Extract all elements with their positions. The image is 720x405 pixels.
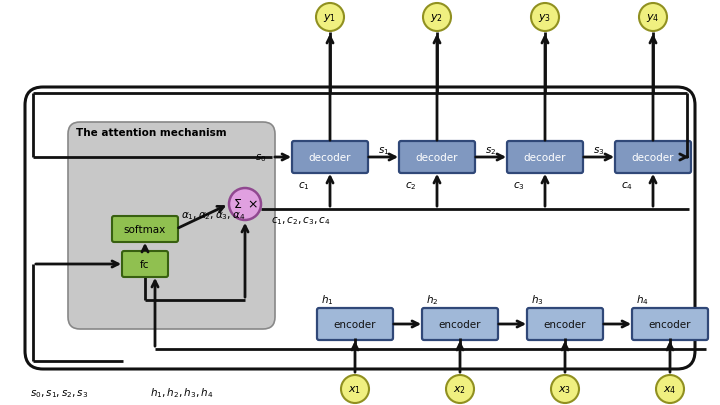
Circle shape [656,375,684,403]
Text: encoder: encoder [544,319,586,329]
Circle shape [639,4,667,32]
Circle shape [341,375,369,403]
Text: decoder: decoder [631,153,674,162]
FancyBboxPatch shape [25,88,695,369]
Text: $c_4$: $c_4$ [621,179,633,191]
Text: $s_2$: $s_2$ [485,145,497,157]
FancyBboxPatch shape [292,142,368,174]
Text: decoder: decoder [523,153,566,162]
Text: encoder: encoder [334,319,377,329]
Text: decoder: decoder [309,153,351,162]
Text: $x_4$: $x_4$ [663,383,677,395]
Circle shape [446,375,474,403]
FancyBboxPatch shape [399,142,475,174]
FancyBboxPatch shape [122,252,168,277]
FancyBboxPatch shape [112,216,178,243]
Circle shape [531,4,559,32]
Text: $y_2$: $y_2$ [431,12,444,24]
FancyBboxPatch shape [527,308,603,340]
Text: $h_3$: $h_3$ [531,292,544,306]
Text: $s_0, s_1, s_2, s_3$: $s_0, s_1, s_2, s_3$ [30,387,89,399]
Text: encoder: encoder [649,319,691,329]
Circle shape [551,375,579,403]
Text: $c_1, c_2, c_3, c_4$: $c_1, c_2, c_3, c_4$ [271,215,330,226]
Text: softmax: softmax [124,224,166,234]
Text: $y_3$: $y_3$ [539,12,552,24]
FancyBboxPatch shape [507,142,583,174]
Text: $s_1$: $s_1$ [378,145,390,157]
FancyBboxPatch shape [68,123,275,329]
Text: $s_3$: $s_3$ [593,145,605,157]
Text: encoder: encoder [438,319,481,329]
FancyBboxPatch shape [632,308,708,340]
Text: $x_1$: $x_1$ [348,383,361,395]
Text: $c_1$: $c_1$ [298,179,310,191]
Text: $h_2$: $h_2$ [426,292,438,306]
Text: $\Sigma$: $\Sigma$ [233,198,243,211]
FancyBboxPatch shape [422,308,498,340]
Text: $c_3$: $c_3$ [513,179,525,191]
Text: $x_2$: $x_2$ [454,383,467,395]
Text: $h_4$: $h_4$ [636,292,649,306]
Circle shape [316,4,344,32]
Text: $\alpha_1, \alpha_2, \alpha_3, \alpha_4$: $\alpha_1, \alpha_2, \alpha_3, \alpha_4$ [181,210,246,222]
Text: $\times$: $\times$ [247,198,257,211]
Circle shape [423,4,451,32]
Text: $h_1, h_2, h_3, h_4$: $h_1, h_2, h_3, h_4$ [150,385,213,399]
Text: fc: fc [140,259,150,269]
Circle shape [229,189,261,220]
Text: $h_1$: $h_1$ [321,292,333,306]
Text: The attention mechanism: The attention mechanism [76,128,227,138]
Text: $c_2$: $c_2$ [405,179,417,191]
Text: decoder: decoder [415,153,458,162]
Text: $s_0$: $s_0$ [256,152,267,164]
FancyBboxPatch shape [615,142,691,174]
Text: $y_1$: $y_1$ [323,12,336,24]
FancyBboxPatch shape [317,308,393,340]
Text: $y_4$: $y_4$ [647,12,660,24]
Text: $x_3$: $x_3$ [559,383,572,395]
